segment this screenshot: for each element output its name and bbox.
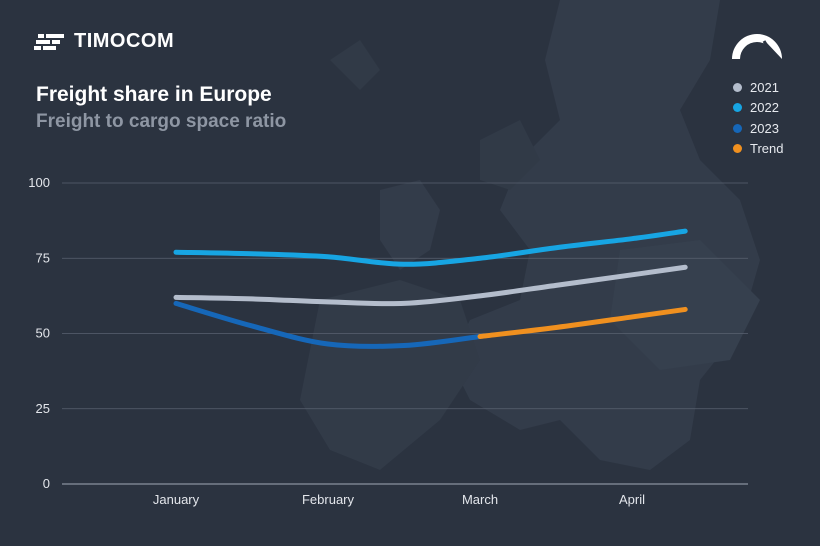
y-tick-label: 75 xyxy=(36,250,50,265)
y-tick-label: 0 xyxy=(43,476,50,491)
series-line-2023 xyxy=(173,300,483,350)
legend-item-2021: 2021 xyxy=(733,77,783,98)
y-tick-label: 100 xyxy=(28,175,50,190)
legend-item-trend: Trend xyxy=(733,139,783,160)
chart-subtitle: Freight to cargo space ratio xyxy=(36,111,287,132)
timocom-logo: TIMOCOM xyxy=(34,30,174,53)
series-line-trend xyxy=(477,306,688,340)
legend-dot-2022 xyxy=(733,103,742,113)
legend-dot-2023 xyxy=(733,123,742,133)
x-tick-label: April xyxy=(619,492,645,507)
legend-label-2023: 2023 xyxy=(750,120,779,136)
legend-item-2023: 2023 xyxy=(733,118,783,139)
timocom-logo-icon xyxy=(34,33,64,50)
legend-label-2022: 2022 xyxy=(750,100,779,116)
legend-dot-trend xyxy=(733,144,742,154)
grid-layer xyxy=(62,182,748,485)
legend: 2021 2022 2023 Trend xyxy=(733,77,783,159)
legend-label-trend: Trend xyxy=(750,141,784,157)
legend-dot-2021 xyxy=(733,82,742,92)
x-tick-labels: January February March April xyxy=(153,492,645,507)
x-tick-label: March xyxy=(462,492,498,507)
series-layer xyxy=(173,228,688,350)
x-tick-label: February xyxy=(302,492,355,507)
series-line-2022 xyxy=(173,228,688,267)
logo-text: TIMOCOM xyxy=(74,30,175,52)
y-tick-label: 50 xyxy=(36,326,50,341)
legend-label-2021: 2021 xyxy=(750,79,779,95)
chart-title: Freight share in Europe xyxy=(36,83,272,106)
gauge-icon xyxy=(732,34,782,59)
y-tick-labels: 0 25 50 75 100 xyxy=(28,175,50,491)
legend-item-2022: 2022 xyxy=(733,98,783,119)
y-tick-label: 25 xyxy=(36,401,50,416)
series-line-2021 xyxy=(173,264,688,307)
x-tick-label: January xyxy=(153,492,200,507)
